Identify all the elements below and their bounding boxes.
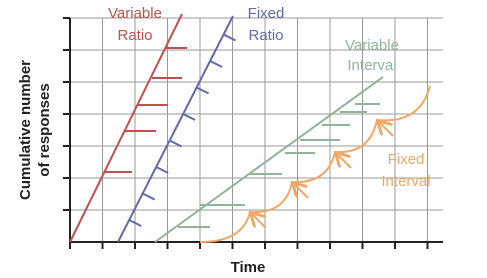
fixed-interval-curve: [199, 85, 431, 243]
ratio-tick: [223, 33, 237, 42]
series-label: Ratio: [117, 27, 152, 44]
ratio-tick: [182, 113, 196, 121]
ratio-tick: [128, 219, 142, 227]
variable-ratio-curve: [69, 13, 187, 243]
ratio-tick: [142, 192, 156, 201]
series-label: Interval: [381, 173, 430, 190]
series-label: Ratio: [248, 27, 283, 44]
series-label: Variable: [108, 5, 162, 22]
variable-interval-curve: [154, 76, 384, 243]
series-label: Fixed: [388, 151, 425, 168]
ratio-tick: [169, 139, 183, 148]
ratio-tick: [196, 86, 210, 95]
series-label: Interval: [347, 57, 396, 74]
fixed-ratio-curve: [117, 15, 237, 243]
ratio-tick: [155, 166, 169, 174]
ratio-tick: [209, 60, 223, 68]
y-axis-label: Cumulative number: [17, 60, 34, 200]
grid: [63, 17, 443, 249]
x-axis-label: Time: [231, 259, 266, 276]
series-label: Variable: [345, 37, 399, 54]
y-axis-label: of responses: [36, 83, 53, 176]
series-label: Fixed: [248, 5, 285, 22]
